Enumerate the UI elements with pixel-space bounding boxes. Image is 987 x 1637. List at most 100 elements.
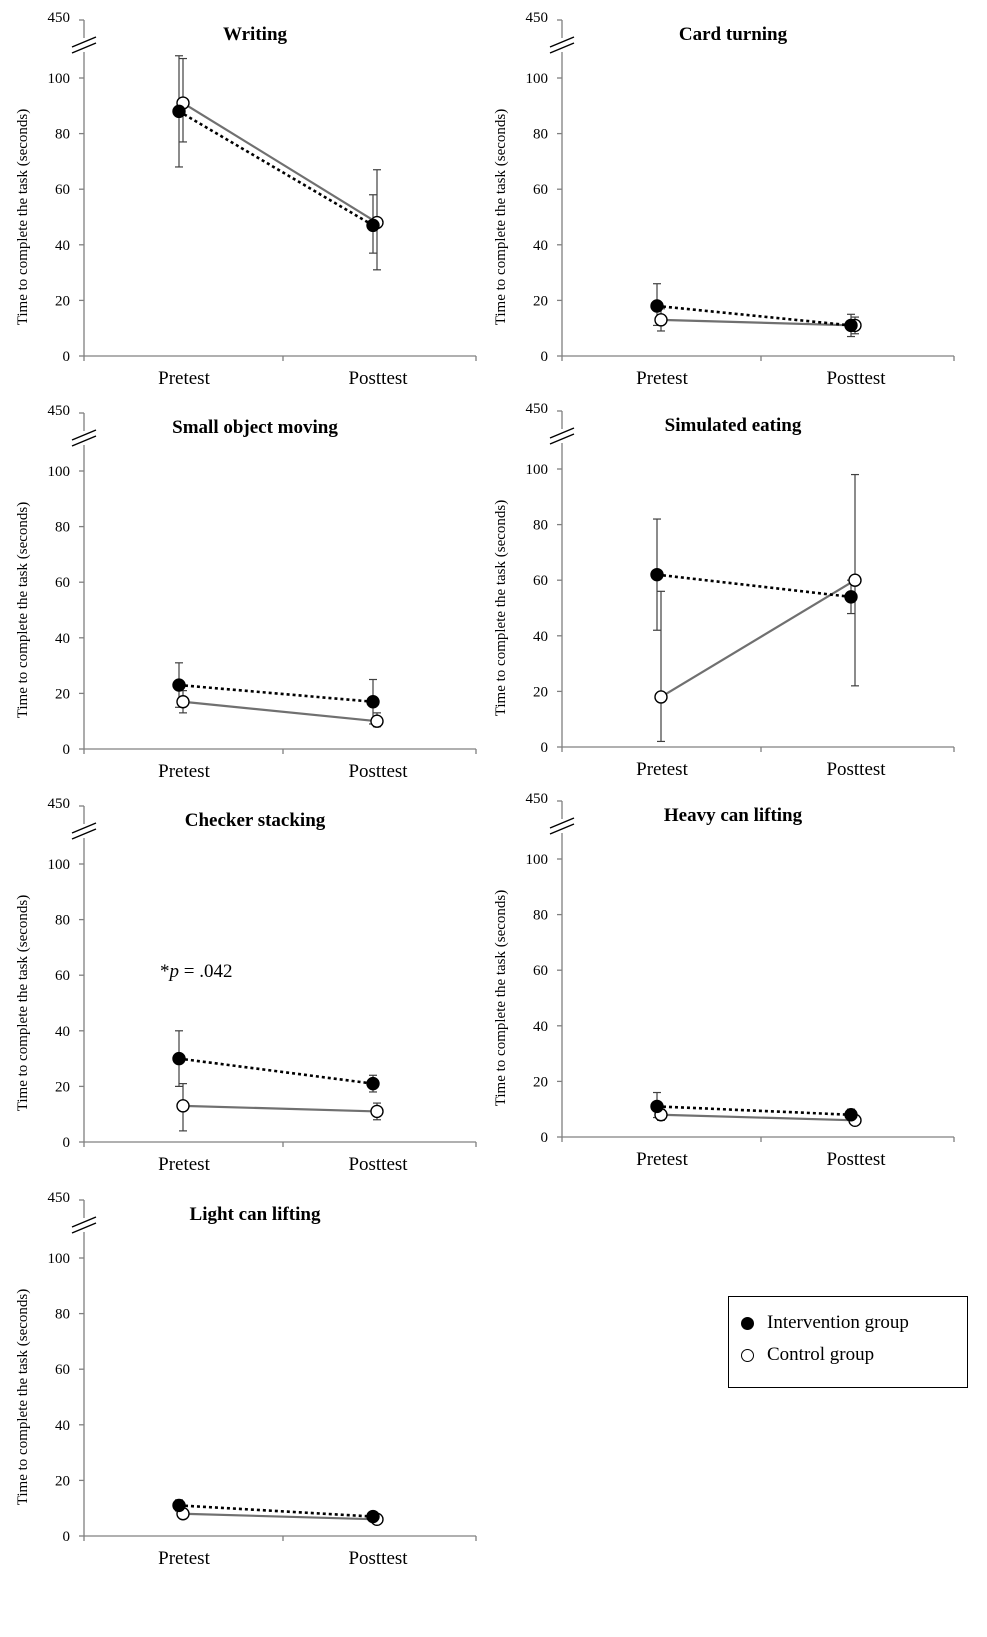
- data-point-intervention: [366, 1076, 380, 1091]
- y-tick-label: 20: [533, 684, 548, 700]
- y-tick-label: 80: [55, 520, 70, 536]
- x-category-label: Posttest: [348, 368, 408, 389]
- y-tick-label: 0: [541, 1130, 549, 1146]
- axis-break-mark: [549, 823, 575, 835]
- legend-label: Intervention group: [767, 1312, 909, 1333]
- y-tick-label: 60: [533, 573, 548, 589]
- series-line-intervention: [178, 110, 374, 227]
- data-point-intervention: [650, 567, 664, 582]
- y-tick-label: 60: [55, 968, 70, 984]
- series-line-control: [660, 579, 856, 698]
- chart-panel-writing: Writing Time to complete the task (second…: [0, 0, 480, 400]
- axis-break-mark: [549, 36, 575, 48]
- y-axis-label: Time to complete the task (seconds): [493, 500, 509, 717]
- y-tick-label: 0: [63, 742, 71, 758]
- panel-title: Simulated eating: [665, 415, 802, 436]
- axis-break-mark: [71, 822, 97, 834]
- y-axis-label: Time to complete the task (seconds): [15, 1289, 31, 1506]
- y-tick-label: 0: [541, 349, 549, 365]
- y-tick-label: 40: [55, 1418, 70, 1434]
- data-point-control: [370, 714, 384, 728]
- series-line-control: [182, 1512, 378, 1521]
- y-tick-label: 20: [55, 686, 70, 702]
- panel-svg: Small object moving Time to complete the …: [15, 403, 477, 782]
- panel-svg: Heavy can lifting Time to complete the ta…: [493, 791, 955, 1170]
- data-point-control: [848, 573, 862, 587]
- x-category-label: Pretest: [636, 368, 688, 389]
- data-point-intervention: [172, 1498, 186, 1513]
- y-tick-break-label: 450: [526, 10, 549, 26]
- series-line-intervention: [656, 573, 852, 599]
- y-tick-label: 80: [533, 518, 548, 534]
- y-tick-label: 40: [533, 1019, 548, 1035]
- y-axis-label: Time to complete the task (seconds): [493, 109, 509, 326]
- panel-svg: Card turning Time to complete the task (s…: [493, 10, 955, 389]
- axis-break-mark: [71, 42, 97, 54]
- data-point-control: [176, 695, 190, 709]
- series-line-intervention: [656, 304, 852, 327]
- panel-title: Small object moving: [172, 417, 338, 438]
- y-tick-break-label: 450: [48, 10, 71, 26]
- y-tick-break-label: 450: [48, 796, 71, 812]
- data-point-intervention: [172, 1051, 186, 1066]
- y-tick-label: 100: [48, 1251, 71, 1267]
- data-point-intervention: [650, 299, 664, 313]
- series-line-control: [182, 102, 378, 224]
- y-tick-label: 0: [63, 1135, 71, 1151]
- panel-title: Checker stacking: [185, 810, 326, 831]
- data-point-intervention: [366, 1509, 380, 1524]
- data-point-intervention: [172, 104, 186, 119]
- data-point-intervention: [650, 1099, 664, 1114]
- panel-title: Card turning: [679, 24, 788, 45]
- panel-svg: Light can lifting Time to complete the ta…: [15, 1190, 477, 1569]
- y-tick-label: 40: [55, 1024, 70, 1040]
- y-axis-label: Time to complete the task (seconds): [15, 895, 31, 1112]
- panel-svg: Simulated eating Time to complete the tas…: [493, 401, 955, 780]
- y-tick-label: 20: [55, 293, 70, 309]
- x-category-label: Pretest: [158, 761, 210, 782]
- axis-break-mark: [549, 433, 575, 445]
- x-category-label: Pretest: [636, 759, 688, 780]
- chart-panel-checker-stacking: Checker stacking Time to complete the tas…: [0, 786, 480, 1186]
- axis-break-mark: [71, 36, 97, 48]
- data-point-control: [370, 1104, 384, 1119]
- series-line-control: [182, 700, 378, 723]
- y-tick-label: 100: [48, 464, 71, 480]
- axis-break-mark: [71, 828, 97, 840]
- panel-svg: Checker stacking Time to complete the tas…: [15, 796, 477, 1175]
- axis-break-mark: [71, 1216, 97, 1228]
- y-tick-label: 100: [526, 852, 549, 868]
- y-tick-label: 60: [533, 182, 548, 198]
- y-tick-label: 100: [526, 462, 549, 478]
- axis-break-mark: [549, 42, 575, 54]
- y-axis-label: Time to complete the task (seconds): [493, 890, 509, 1107]
- axis-break-mark: [71, 1222, 97, 1234]
- series-line-intervention: [178, 683, 374, 704]
- data-point-intervention: [844, 1108, 858, 1122]
- x-category-label: Posttest: [348, 1548, 408, 1569]
- y-tick-label: 40: [533, 629, 548, 645]
- y-tick-break-label: 450: [526, 401, 549, 417]
- y-tick-break-label: 450: [48, 1190, 71, 1206]
- y-tick-break-label: 450: [48, 403, 71, 419]
- data-point-control: [654, 313, 668, 327]
- series-line-intervention: [178, 1504, 374, 1518]
- hollow-circle-icon: [741, 1349, 754, 1362]
- y-tick-label: 100: [48, 71, 71, 87]
- y-tick-label: 20: [55, 1079, 70, 1095]
- x-category-label: Pretest: [158, 1154, 210, 1175]
- panel-title: Light can lifting: [190, 1204, 321, 1225]
- y-tick-label: 60: [533, 963, 548, 979]
- x-category-label: Posttest: [826, 368, 886, 389]
- y-tick-break-label: 450: [526, 791, 549, 807]
- data-point-intervention: [844, 590, 858, 604]
- data-point-control: [654, 690, 668, 704]
- data-point-intervention: [844, 318, 858, 333]
- x-category-label: Pretest: [636, 1149, 688, 1170]
- chart-panel-card-turning: Card turning Time to complete the task (s…: [478, 0, 958, 400]
- y-tick-label: 0: [63, 349, 71, 365]
- axis-break-mark: [71, 435, 97, 447]
- legend-label: Control group: [767, 1344, 875, 1365]
- y-tick-label: 80: [533, 908, 548, 924]
- series-line-intervention: [656, 1105, 852, 1117]
